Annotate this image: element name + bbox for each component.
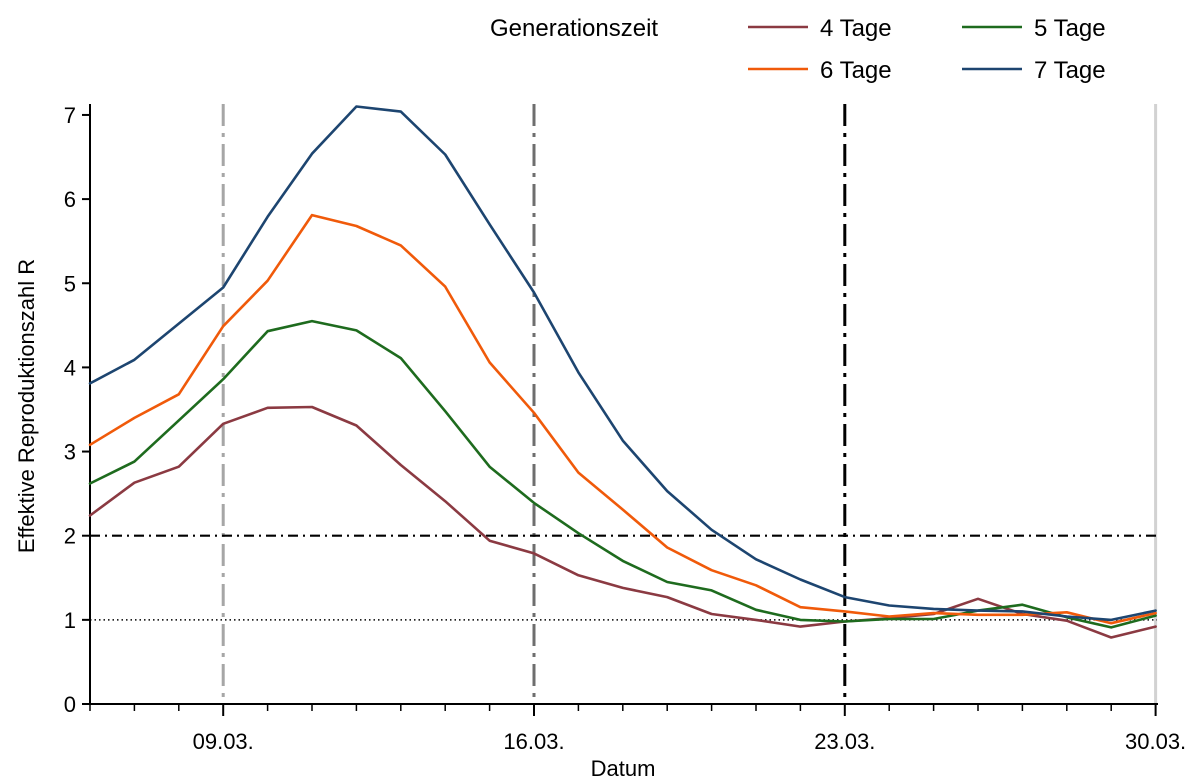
series-lines bbox=[88, 105, 1157, 639]
y-tick-label: 2 bbox=[64, 524, 76, 549]
legend-title: Generationszeit bbox=[490, 15, 658, 42]
y-tick-label: 7 bbox=[64, 103, 76, 128]
reference-lines bbox=[90, 534, 1157, 621]
x-tick-label: 16.03. bbox=[503, 729, 564, 754]
legend-label: 6 Tage bbox=[820, 57, 892, 84]
x-tick-label: 23.03. bbox=[814, 729, 875, 754]
y-tick-label: 6 bbox=[64, 187, 76, 212]
y-tick-label: 4 bbox=[64, 355, 76, 380]
tick-labels: 0 1 2 3 4 5 6 7 09.03. 16.03. 23.03. 30.03. bbox=[64, 103, 1186, 754]
y-tick-label: 3 bbox=[64, 440, 76, 465]
legend-label: 4 Tage bbox=[820, 15, 892, 42]
series-line-6-tage bbox=[88, 213, 1157, 625]
y-tick-label: 1 bbox=[64, 608, 76, 633]
legend-label: 7 Tage bbox=[1034, 57, 1106, 84]
axes bbox=[82, 104, 1158, 716]
vertical-date-markers bbox=[221, 104, 1158, 704]
series-line-4-tage bbox=[88, 405, 1157, 639]
y-tick-label: 5 bbox=[64, 271, 76, 296]
x-tick-label: 09.03. bbox=[193, 729, 254, 754]
legend-label: 5 Tage bbox=[1034, 15, 1106, 42]
x-tick-label: 30.03. bbox=[1125, 729, 1186, 754]
y-tick-label: 0 bbox=[64, 692, 76, 717]
y-axis-title: Effektive Reproduktionszahl R bbox=[14, 259, 39, 553]
series-line-7-tage bbox=[88, 105, 1157, 622]
legend: Generationszeit 4 Tage 5 Tage 6 Tage 7 Tage bbox=[490, 15, 1106, 84]
series-line-5-tage bbox=[88, 319, 1157, 629]
x-axis-title: Datum bbox=[591, 756, 656, 779]
